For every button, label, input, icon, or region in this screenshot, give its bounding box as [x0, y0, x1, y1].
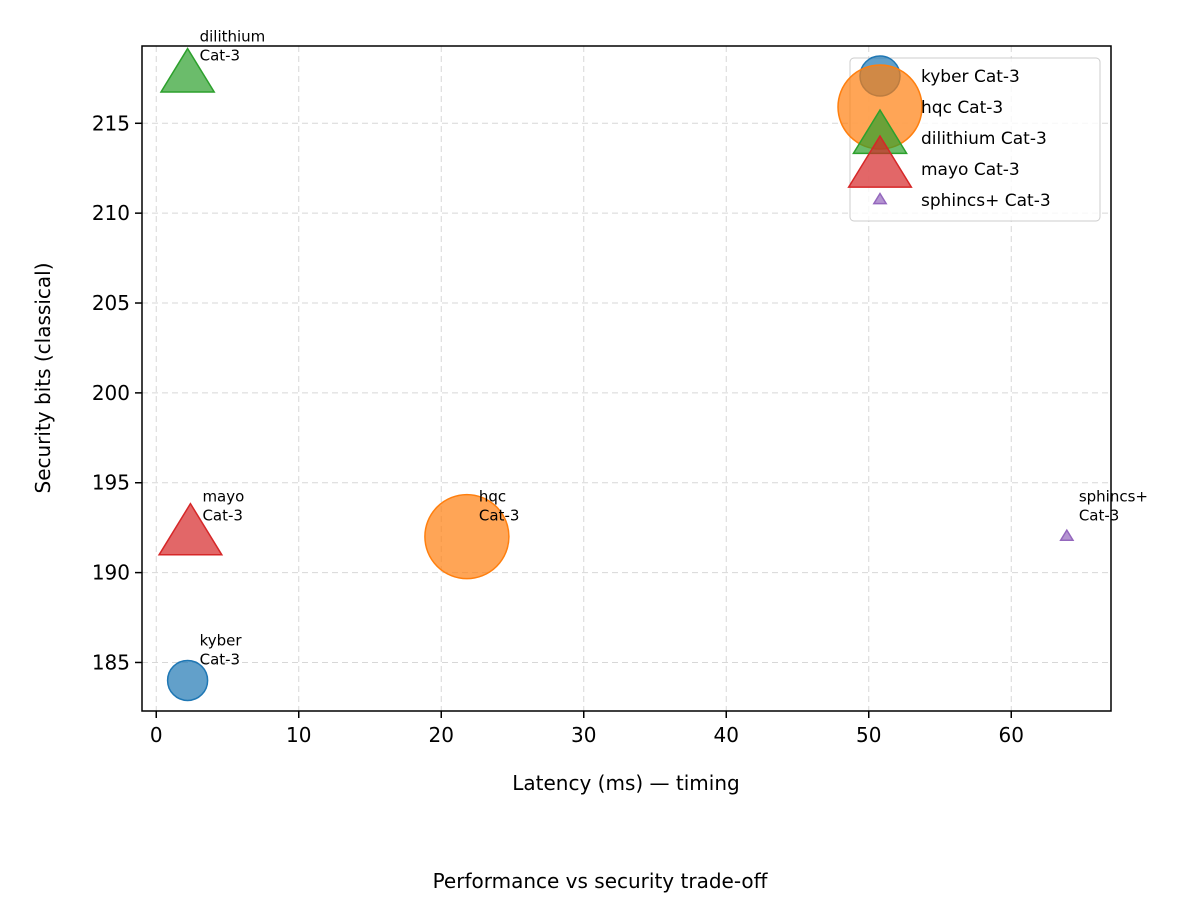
y-axis-label: Security bits (classical) — [31, 263, 55, 494]
y-tick-label: 195 — [92, 471, 130, 495]
legend-entry: kyber Cat-3 — [921, 67, 1020, 87]
point-annotations: kyber Cat-3 hqc Cat-3 dilithium Cat-3 mayo Cat-… — [200, 28, 1148, 669]
y-tick-label: 210 — [92, 201, 130, 225]
data-point — [1059, 528, 1075, 541]
legend-marker — [872, 192, 888, 205]
y-tick-label: 205 — [92, 291, 130, 315]
y-tick-label: 185 — [92, 650, 130, 674]
data-point — [424, 493, 510, 580]
x-tick-label: 10 — [286, 723, 311, 747]
data-point — [157, 502, 224, 556]
legend-entry: sphincs+ Cat-3 — [921, 191, 1051, 211]
x-tick-label: 20 — [429, 723, 454, 747]
legend-entry: hqc Cat-3 — [921, 98, 1003, 118]
x-tick-label: 50 — [856, 723, 881, 747]
x-tick-label: 60 — [999, 723, 1024, 747]
data-point — [159, 47, 216, 93]
point-annotation: dilithium Cat-3 — [200, 28, 266, 65]
legend-marker — [847, 134, 913, 188]
data-point — [166, 659, 209, 702]
legend-entry: mayo Cat-3 — [921, 160, 1020, 180]
point-annotation: sphincs+ Cat-3 — [1079, 488, 1148, 525]
point-annotation: mayo Cat-3 — [202, 488, 244, 525]
x-tick-label: 40 — [714, 723, 739, 747]
legend: kyber Cat-3 hqc Cat-3 dilithium Cat-3 mayo … — [837, 55, 1101, 222]
point-annotation: kyber Cat-3 — [200, 631, 243, 668]
grid-lines — [142, 46, 1111, 711]
x-tick-label: 0 — [150, 723, 163, 747]
x-axis-label: Latency (ms) — timing — [512, 771, 739, 795]
y-tick-label: 215 — [92, 111, 130, 135]
y-tick-label: 200 — [92, 381, 130, 405]
plot-frame — [141, 45, 1112, 712]
figure-caption: Performance vs security trade-off — [433, 869, 769, 893]
y-axis-ticks: 185 190 195 200 205 210 215 — [92, 111, 142, 674]
x-tick-label: 30 — [571, 723, 596, 747]
x-axis-ticks: 0 10 20 30 40 50 60 — [150, 711, 1024, 747]
y-tick-label: 190 — [92, 561, 130, 585]
data-points — [157, 47, 1075, 702]
legend-entry: dilithium Cat-3 — [921, 129, 1047, 149]
point-annotation: hqc Cat-3 — [479, 488, 520, 525]
